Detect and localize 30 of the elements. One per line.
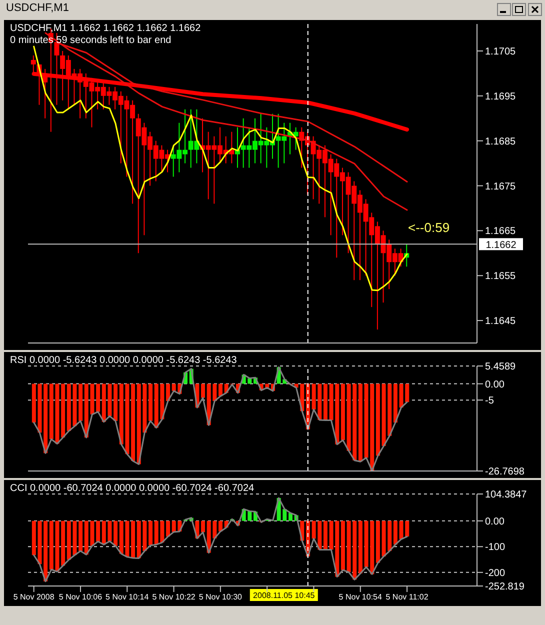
chart-title: USDCHF,M1 — [6, 2, 69, 14]
y-tick-label: 1.1675 — [485, 181, 516, 192]
y-tick-label: -252.819 — [485, 582, 525, 593]
annotation: <--0:59 — [408, 220, 450, 235]
y-tick-label: 104.3847 — [485, 490, 528, 501]
y-tick-label: -200 — [485, 568, 506, 579]
chart-subtitle: USDCHF,M1 1.1662 1.1662 1.1662 1.1662 — [10, 23, 201, 35]
x-tick-label: 5 Nov 10:22 — [152, 592, 196, 602]
x-tick-label: 5 Nov 10:14 — [106, 592, 150, 602]
ref-line-label: 2008.11.05 10:45 — [253, 591, 316, 600]
y-tick-label: 1.1705 — [485, 46, 516, 58]
x-tick-label: 5 Nov 10:30 — [198, 592, 243, 602]
y-tick-label: -26.7698 — [485, 466, 525, 478]
chart-title: CCI 0.0000 -60.7024 0.0000 0.0000 -60.7024 -60.7024 — [10, 483, 254, 495]
y-tick-label: -5 — [485, 396, 494, 407]
x-tick-label: 5 Nov 10:06 — [58, 592, 103, 602]
y-tick-label: 0.00 — [485, 516, 505, 528]
y-tick-label: 1.1665 — [485, 226, 516, 238]
y-tick-label: 1.1655 — [485, 271, 516, 282]
x-tick-label: 5 Nov 11:02 — [386, 592, 429, 602]
y-tick-label: 1.1695 — [485, 91, 516, 102]
y-tick-label: 1.1645 — [485, 316, 516, 328]
ref-line-label: 1.1662 — [486, 240, 517, 252]
x-tick-label: 5 Nov 2008 — [13, 592, 55, 602]
y-tick-label: -100 — [485, 542, 506, 554]
y-tick-label: 1.1685 — [485, 136, 516, 148]
x-tick-label: 5 Nov 10:54 — [338, 592, 382, 602]
y-tick-label: 5.4589 — [485, 362, 516, 373]
chart-title: RSI 0.0000 -5.6243 0.0000 0.0000 -5.6243 -5.6243 — [10, 355, 237, 367]
y-tick-label: 0.00 — [485, 379, 505, 390]
